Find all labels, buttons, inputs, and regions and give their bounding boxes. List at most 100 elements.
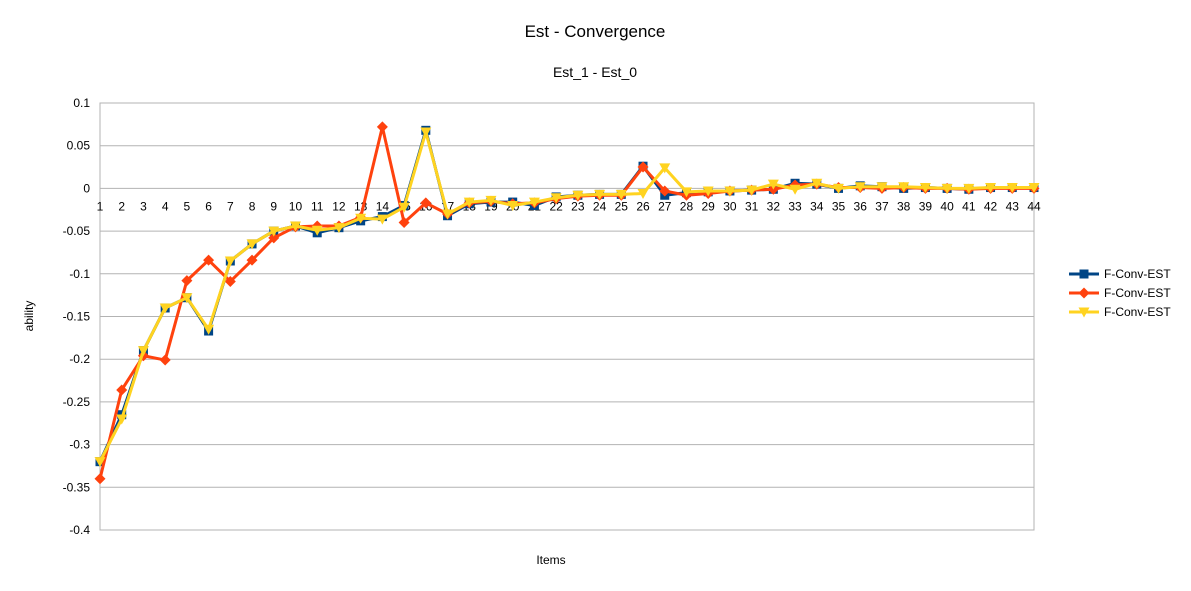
- series-line: [98, 128, 1034, 463]
- data-point: [246, 239, 258, 250]
- x-tick-label: 30: [723, 199, 737, 213]
- x-tick-label: 42: [984, 199, 998, 213]
- x-tick-label: 25: [615, 199, 629, 213]
- x-tick-label: 26: [636, 199, 650, 213]
- x-tick-label: 9: [270, 199, 277, 213]
- y-tick-label: 0: [83, 181, 90, 195]
- legend-item: F-Conv-EST: [1069, 286, 1171, 300]
- series-line: [98, 130, 1034, 463]
- x-tick-label: 2: [118, 199, 125, 213]
- data-point: [94, 457, 106, 468]
- data-point: [311, 225, 323, 236]
- plot-area: [99, 102, 1035, 531]
- data-point: [637, 161, 649, 173]
- data-point: [224, 256, 236, 267]
- series-2: [94, 121, 1040, 485]
- data-point: [572, 190, 584, 201]
- x-tick-label: 1: [97, 199, 104, 213]
- data-point: [811, 178, 823, 189]
- x-tick-label: 38: [897, 199, 911, 213]
- x-tick-label: 3: [140, 199, 147, 213]
- x-tick-label: 32: [767, 199, 781, 213]
- data-point: [789, 184, 801, 195]
- x-tick-label: 35: [832, 199, 846, 213]
- x-tick-label: 36: [854, 199, 868, 213]
- data-point: [355, 213, 367, 224]
- x-tick-label: 11: [311, 199, 324, 213]
- y-tick-label: -0.15: [63, 310, 91, 324]
- x-tick-label: 22: [549, 199, 563, 213]
- data-point: [528, 197, 540, 208]
- x-tick-label: 41: [962, 199, 976, 213]
- y-axis-label: ability: [22, 301, 36, 332]
- data-point: [898, 182, 910, 193]
- legend-item: F-Conv-EST: [1069, 267, 1171, 281]
- data-point: [420, 197, 432, 209]
- data-point: [181, 293, 193, 304]
- data-point: [507, 200, 519, 211]
- data-point: [420, 127, 432, 138]
- legend-label: F-Conv-EST: [1104, 305, 1171, 319]
- x-tick-label: 29: [702, 199, 716, 213]
- x-axis-label: Items: [536, 553, 565, 567]
- data-point: [224, 275, 236, 287]
- data-point: [398, 217, 410, 229]
- data-point: [615, 189, 627, 200]
- y-tick-label: -0.25: [63, 395, 91, 409]
- data-point: [680, 187, 692, 198]
- y-tick-label: -0.05: [63, 224, 91, 238]
- x-tick-label: 37: [875, 199, 889, 213]
- data-point: [724, 186, 736, 197]
- data-point: [485, 195, 497, 206]
- y-tick-label: -0.1: [69, 267, 90, 281]
- data-point: [702, 186, 714, 197]
- grid: [100, 145, 1034, 488]
- data-point: [963, 183, 975, 194]
- x-tick-label: 10: [289, 199, 303, 213]
- data-point: [181, 275, 193, 287]
- legend-label: F-Conv-EST: [1104, 267, 1171, 281]
- x-tick-label: 39: [919, 199, 933, 213]
- data-point: [159, 303, 171, 314]
- data-point: [246, 254, 258, 266]
- y-tick-label: -0.3: [69, 438, 90, 452]
- chart-subtitle: Est_1 - Est_0: [553, 64, 637, 80]
- data-point: [159, 354, 171, 366]
- legend-swatch-marker: [1079, 269, 1089, 279]
- data-point: [833, 183, 845, 194]
- data-point: [1006, 183, 1018, 194]
- data-point: [376, 121, 388, 133]
- data-point: [398, 202, 410, 213]
- x-tick-label: 34: [810, 199, 824, 213]
- data-point: [463, 197, 475, 208]
- x-tick-label: 6: [205, 199, 212, 213]
- legend-item: F-Conv-EST: [1069, 305, 1171, 319]
- x-tick-label: 8: [249, 199, 256, 213]
- data-point: [594, 189, 606, 200]
- x-tick-label: 14: [376, 199, 390, 213]
- series-3: [94, 127, 1040, 468]
- y-tick-label: 0.1: [73, 96, 90, 110]
- x-tick-label: 31: [745, 199, 759, 213]
- y-tick-label: -0.35: [63, 480, 91, 494]
- legend-swatch-marker: [1078, 287, 1090, 299]
- data-point: [659, 185, 671, 197]
- data-point: [659, 163, 671, 174]
- x-tick-label: 24: [593, 199, 607, 213]
- data-point: [376, 214, 388, 225]
- data-point: [116, 384, 128, 396]
- legend-label: F-Conv-EST: [1104, 286, 1171, 300]
- data-point: [203, 324, 215, 335]
- data-point: [268, 232, 280, 244]
- data-point: [876, 182, 888, 193]
- x-tick-label: 43: [1006, 199, 1020, 213]
- x-tick-label: 7: [227, 199, 234, 213]
- data-point: [268, 226, 280, 237]
- legend-swatch-marker: [1078, 307, 1090, 318]
- x-tick-label: 33: [788, 199, 802, 213]
- data-point: [985, 183, 997, 194]
- data-point: [854, 182, 866, 193]
- x-axis-ticks: 1234567891011121314151617181920212223242…: [97, 199, 1041, 213]
- x-tick-label: 12: [332, 199, 346, 213]
